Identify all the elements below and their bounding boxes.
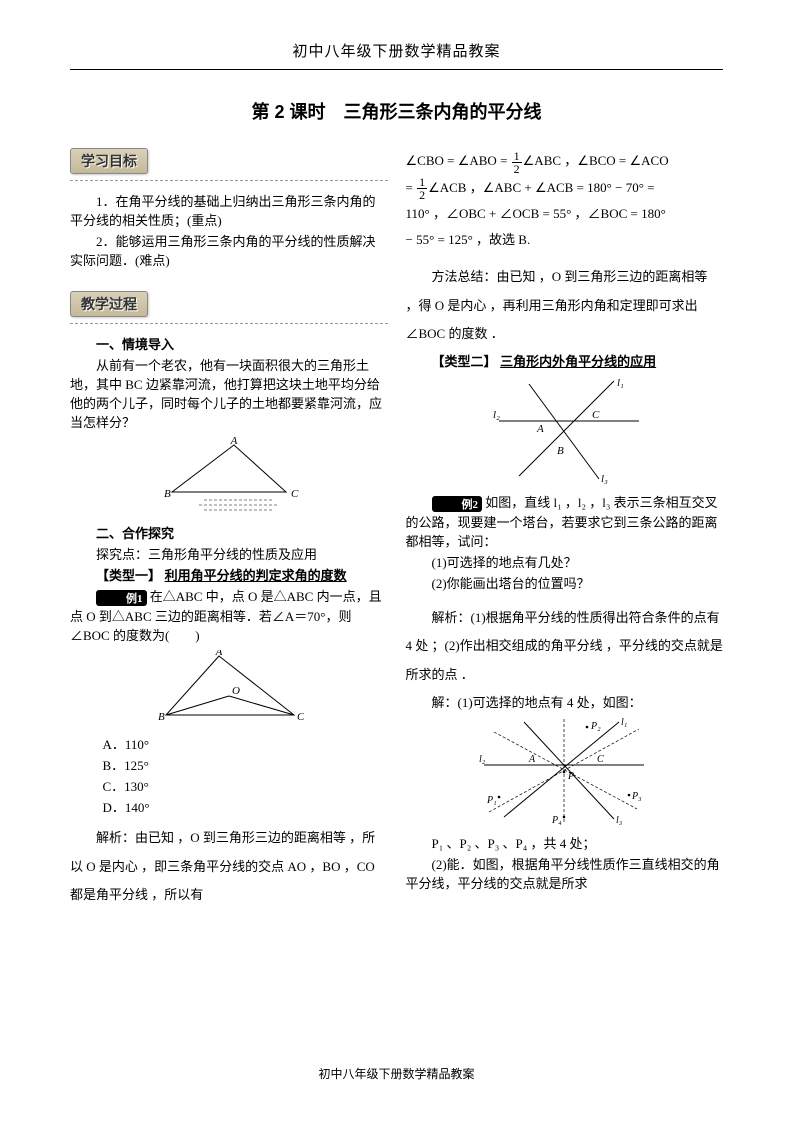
A: A xyxy=(536,423,544,435)
goal-1: 1．在角平分线的基础上归纳出三角形三条内角的平分线的相关性质；(重点) xyxy=(70,191,388,229)
label-b: B xyxy=(164,488,171,500)
frac-half-2: 12 xyxy=(417,176,427,201)
goal-2: 2．能够运用三角形三条内角的平分线的性质解决实际问题．(难点) xyxy=(70,231,388,269)
P4b: P₄ xyxy=(551,815,562,826)
opt-c: C．130° xyxy=(103,776,388,795)
Cb: C xyxy=(597,754,604,765)
calc-2b: ∠ACB ，∠ABC + ∠ACB = 180° − 70° = xyxy=(428,180,654,195)
left-column: 学习目标 1．在角平分线的基础上归纳出三角形三条内角的平分线的相关性质；(重点)… xyxy=(70,148,388,912)
lesson-title-text: 第 2 课时 三角形三条内角的平分线 xyxy=(251,102,541,122)
ex2-analysis: 解析：(1)根据角平分线的性质得出符合条件的点有 4 处 ；(2)作出相交组成的… xyxy=(406,604,724,690)
calc-2a: = xyxy=(406,180,417,195)
intro-head: 一、情境导入 xyxy=(70,334,388,353)
ex2-badge: 例2 xyxy=(432,496,483,512)
ex1-badge: 例1 xyxy=(96,590,147,606)
footer-text: 初中八年级下册数学精品教案 xyxy=(318,1067,474,1081)
opt-d: D．140° xyxy=(103,797,388,816)
type1-title: 利用角平分线的判定求角的度数 xyxy=(165,568,347,583)
content-columns: 学习目标 1．在角平分线的基础上归纳出三角形三条内角的平分线的相关性质；(重点)… xyxy=(70,148,723,912)
l3: l₃ xyxy=(601,473,608,485)
calc-block: ∠CBO = ∠ABO = 12∠ABC ，∠BCO = ∠ACO = 12∠A… xyxy=(406,148,724,253)
lesson-title: 第 2 课时 三角形三条内角的平分线 xyxy=(70,98,723,124)
label-b2: B xyxy=(158,711,165,723)
type2-row: 【类型二】 三角形内外角平分线的应用 xyxy=(406,351,724,370)
type2-label: 【类型二】 xyxy=(432,354,501,369)
coop-head: 二、合作探究 xyxy=(70,523,388,542)
calc-1b: ∠ABC ，∠BCO = ∠ACO xyxy=(523,153,669,168)
label-a2: A xyxy=(214,650,222,658)
type1-label: 【类型一】 xyxy=(96,568,165,583)
label-c: C xyxy=(291,488,299,500)
right-column: ∠CBO = ∠ABO = 12∠ABC ，∠BCO = ∠ACO = 12∠A… xyxy=(406,148,724,912)
page-footer: 初中八年级下册数学精品教案 xyxy=(0,1065,793,1082)
label-a: A xyxy=(229,437,237,447)
Pb: P xyxy=(567,771,574,782)
l3b: l₃ xyxy=(616,815,623,826)
ex1-analysis: 解析：由已知 ，O 到三角形三边的距离相等 ，所以 O 是内心 ，即三条角平分线… xyxy=(70,824,388,910)
intro-body: 从前有一个老农，他有一块面积很大的三角形土地，其中 BC 边紧靠河流，他打算把这… xyxy=(70,355,388,431)
method-summary: 方法总结：由已知 ，O 到三角形三边的距离相等 ，得 O 是内心 ，再利用三角形… xyxy=(406,263,724,349)
section-process-badge: 教学过程 xyxy=(70,291,148,317)
C: C xyxy=(592,409,600,421)
calc-1a: ∠CBO = ∠ABO = xyxy=(406,153,511,168)
label-o: O xyxy=(232,685,240,697)
section-goals-badge: 学习目标 xyxy=(70,148,148,174)
Ab: A xyxy=(528,754,536,765)
ex2-sol-head: 解：(1)可选择的地点有 4 处，如图： xyxy=(406,692,724,711)
header-text: 初中八年级下册数学精品教案 xyxy=(292,44,500,60)
lines-figure-1: l₁ l₂ l₃ A C B xyxy=(479,376,649,486)
type1-row: 【类型一】 利用角平分线的判定求角的度数 xyxy=(70,565,388,584)
ex2-row: 例2 如图，直线 l₁ ，l₂ ，l₃ 表示三条相互交叉的公路，现要建一个塔台，… xyxy=(406,492,724,550)
P3b: P₃ xyxy=(631,791,642,802)
calc-4: − 55° = 125° ，故选 B. xyxy=(406,232,531,247)
l2: l₂ xyxy=(493,409,500,421)
l1: l₁ xyxy=(617,377,624,389)
triangle-figure-1: A B C xyxy=(154,437,304,517)
coop-sub: 探究点：三角形角平分线的性质及应用 xyxy=(70,544,388,563)
lines-figure-2: l₁ l₂ l₃ A C P P₁ P₂ P₃ P₄ xyxy=(469,717,659,827)
opt-b: B．125° xyxy=(103,755,388,774)
triangle-figure-2: A B C O xyxy=(154,650,304,728)
page-header: 初中八年级下册数学精品教案 xyxy=(70,40,723,70)
l2b: l₂ xyxy=(479,754,486,765)
ex2-q1: (1)可选择的地点有几处？ xyxy=(406,552,724,571)
ex2-q2: (2)你能画出塔台的位置吗？ xyxy=(406,573,724,592)
B: B xyxy=(557,445,564,457)
P2b: P₂ xyxy=(590,721,601,732)
opt-a: A．110° xyxy=(103,734,388,753)
ex1-row: 例1 在△ABC 中，点 O 是△ABC 内一点，且点 O 到△ABC 三边的距… xyxy=(70,586,388,644)
frac-half-1: 12 xyxy=(512,150,522,175)
l1b: l₁ xyxy=(621,717,627,728)
P1b: P₁ xyxy=(486,795,497,806)
ex2-sol-2: (2)能．如图，根据角平分线性质作三直线相交的角平分线，平分线的交点就是所求 xyxy=(406,854,724,892)
ex1-options: A．110° B．125° C．130° D．140° xyxy=(103,734,388,816)
divider xyxy=(70,323,388,324)
type2-title: 三角形内外角平分线的应用 xyxy=(500,354,656,369)
ex2-sol-p: P₁ 、P₂ 、P₃ 、P₄ ，共 4 处； xyxy=(406,833,724,852)
calc-3: 110° ，∠OBC + ∠OCB = 55° ，∠BOC = 180° xyxy=(406,206,666,221)
divider xyxy=(70,180,388,181)
label-c2: C xyxy=(297,711,304,723)
